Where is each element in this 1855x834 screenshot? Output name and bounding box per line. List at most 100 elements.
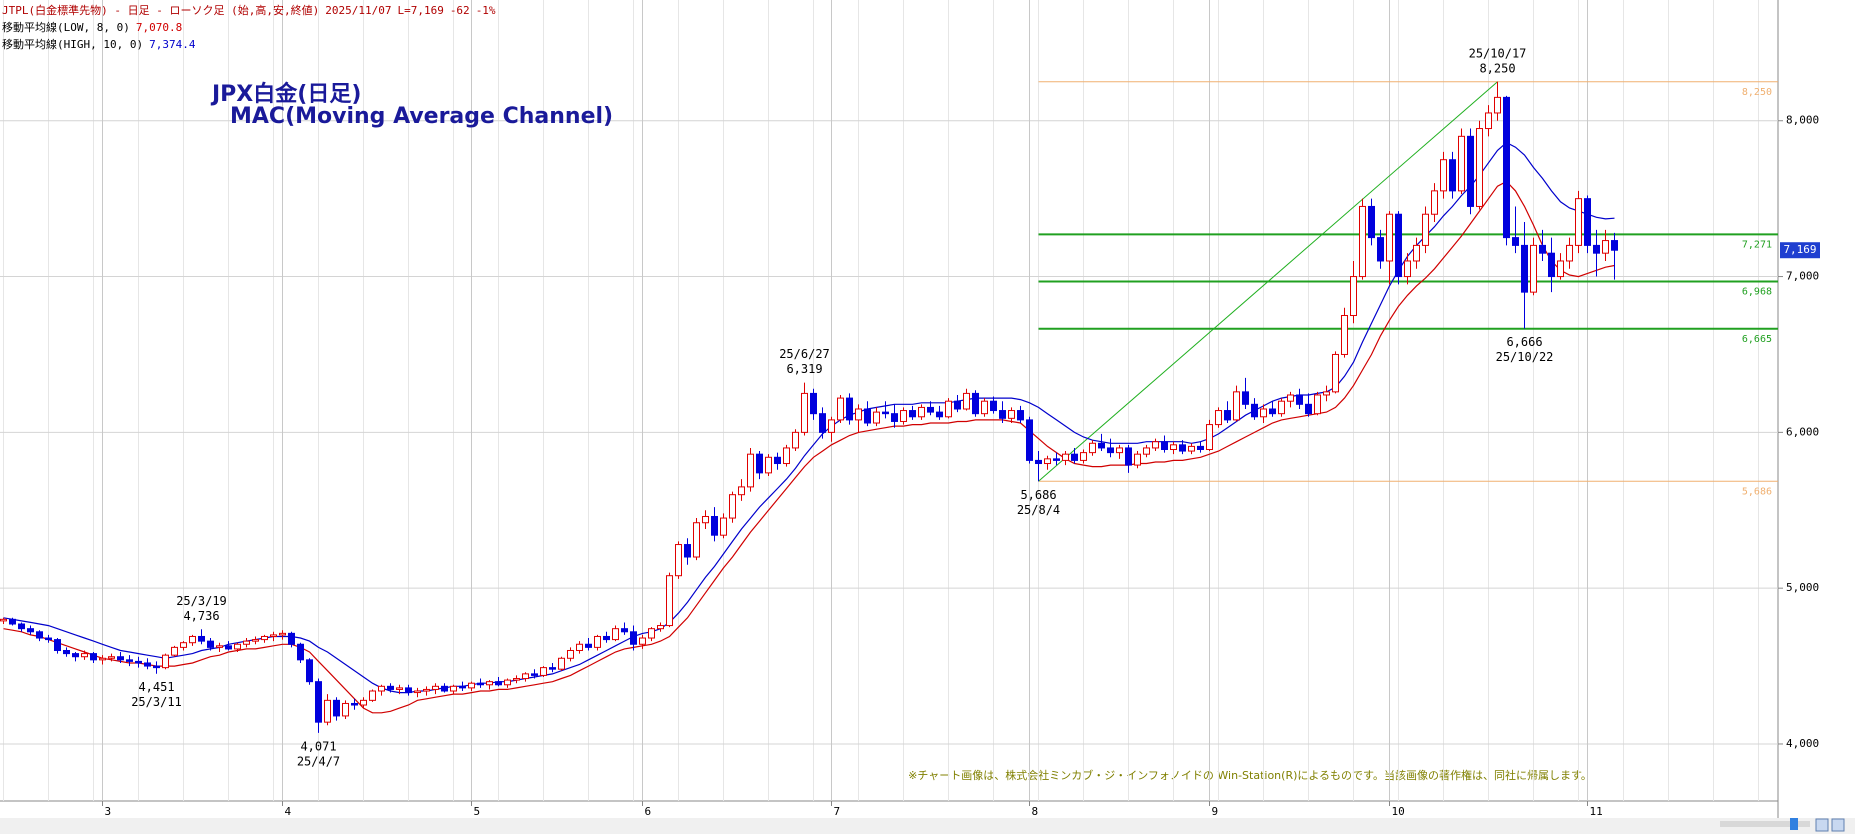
- candle-body: [1098, 442, 1105, 449]
- candle-body: [1305, 403, 1312, 415]
- candle-body: [612, 628, 619, 641]
- annotation-value: 5,686: [1020, 488, 1056, 502]
- candle-body: [747, 453, 754, 488]
- x-tick-label: 3: [105, 805, 112, 818]
- candle-body: [459, 685, 466, 689]
- candle-body: [1476, 128, 1483, 207]
- x-tick-label: 10: [1392, 805, 1405, 818]
- candle-body: [72, 653, 79, 658]
- scrollbar-track[interactable]: [0, 818, 1855, 834]
- candle-body: [1593, 244, 1600, 254]
- candle-body: [738, 486, 745, 496]
- scroll-button[interactable]: [1831, 818, 1845, 832]
- candle-body: [1557, 260, 1564, 278]
- zoom-slider[interactable]: [1720, 821, 1810, 827]
- candle-body: [1404, 260, 1411, 278]
- candle-body: [1287, 394, 1294, 402]
- candle-body: [378, 685, 385, 692]
- candle-body: [351, 702, 358, 706]
- candle-body: [1017, 410, 1024, 421]
- header: JTPL(白金標準先物) - 日足 - ローソク足 (始,高,安,終値) 2025…: [2, 2, 502, 18]
- scroll-button[interactable]: [1815, 818, 1829, 832]
- annotation-value: 8,250: [1479, 61, 1515, 75]
- candle-body: [1377, 237, 1384, 262]
- y-tick-label: 7,000: [1786, 270, 1819, 283]
- candle-body: [1431, 190, 1438, 215]
- candle-body: [1197, 445, 1204, 451]
- candle-body: [774, 456, 781, 465]
- candle-body: [1341, 315, 1348, 355]
- candle-body: [189, 635, 196, 644]
- candle-body: [126, 659, 133, 662]
- candle-body: [1260, 408, 1267, 418]
- candle-body: [801, 392, 808, 433]
- x-tick-label: 11: [1590, 805, 1603, 818]
- candle-body: [387, 685, 394, 690]
- candle-body: [1494, 96, 1501, 114]
- candle-body: [153, 665, 160, 669]
- instrument: JTPL(白金標準先物) - 日足 - ローソク足 (始,高,安,終値): [2, 4, 320, 17]
- candle-body: [639, 637, 646, 645]
- candle-body: [765, 456, 772, 474]
- candle-body: [567, 649, 574, 659]
- candle-body: [63, 649, 70, 655]
- candle-body: [1467, 135, 1474, 207]
- candle-body: [1044, 458, 1051, 465]
- candle-body: [864, 408, 871, 424]
- candle-body: [432, 685, 439, 690]
- legend-label: 移動平均線(HIGH, 10, 0): [2, 38, 144, 51]
- candle-body: [270, 634, 277, 637]
- candle-body: [558, 657, 565, 670]
- candle-body: [981, 400, 988, 415]
- change: -62: [449, 4, 470, 17]
- trend-line: [1038, 81, 1498, 482]
- candle-body: [81, 653, 88, 658]
- x-tick-label: 8: [1032, 805, 1039, 818]
- candle-body: [1053, 458, 1060, 461]
- candle-body: [90, 653, 97, 661]
- legend-value: 7,070.8: [135, 21, 183, 34]
- candle-body: [477, 682, 484, 686]
- candle-body: [27, 628, 34, 633]
- candle-body: [135, 660, 142, 664]
- x-tick-label: 4: [285, 805, 292, 818]
- candle-body: [630, 631, 637, 645]
- candle-body: [1611, 240, 1618, 251]
- candle-body: [414, 690, 421, 694]
- candle-body: [243, 640, 250, 645]
- candle-body: [1584, 198, 1591, 246]
- candle-body: [495, 681, 502, 686]
- annotation-date: 25/10/22: [1496, 350, 1554, 364]
- candle-body: [1269, 408, 1276, 415]
- zoom-thumb[interactable]: [1790, 818, 1798, 830]
- candle-body: [207, 640, 214, 648]
- candle-body: [1071, 453, 1078, 461]
- level-label: 7,271: [1742, 239, 1772, 250]
- candle-body: [1161, 441, 1168, 451]
- candle-body: [909, 410, 916, 418]
- candle-body: [18, 623, 25, 630]
- annotation-value: 4,071: [300, 739, 336, 753]
- candle-body: [234, 643, 241, 650]
- candle-body: [1368, 205, 1375, 239]
- annotation-date: 25/6/27: [779, 347, 830, 361]
- candle-body: [423, 688, 430, 692]
- last-price-label: 7,169: [1783, 243, 1816, 256]
- candle-body: [1422, 213, 1429, 246]
- candle-body: [1359, 205, 1366, 278]
- candle-body: [54, 639, 61, 651]
- change-pct: -1%: [475, 4, 496, 17]
- candle-body: [819, 413, 826, 433]
- candle-body: [1080, 452, 1087, 461]
- candle-body: [279, 632, 286, 636]
- chart-subtitle: MAC(Moving Average Channel): [230, 104, 614, 129]
- candle-body: [1575, 198, 1582, 246]
- candle-body: [36, 631, 43, 639]
- candle-body: [306, 659, 313, 683]
- candle-body: [990, 400, 997, 412]
- candle-body: [576, 643, 583, 651]
- candle-body: [171, 646, 178, 656]
- candle-body: [1251, 403, 1258, 418]
